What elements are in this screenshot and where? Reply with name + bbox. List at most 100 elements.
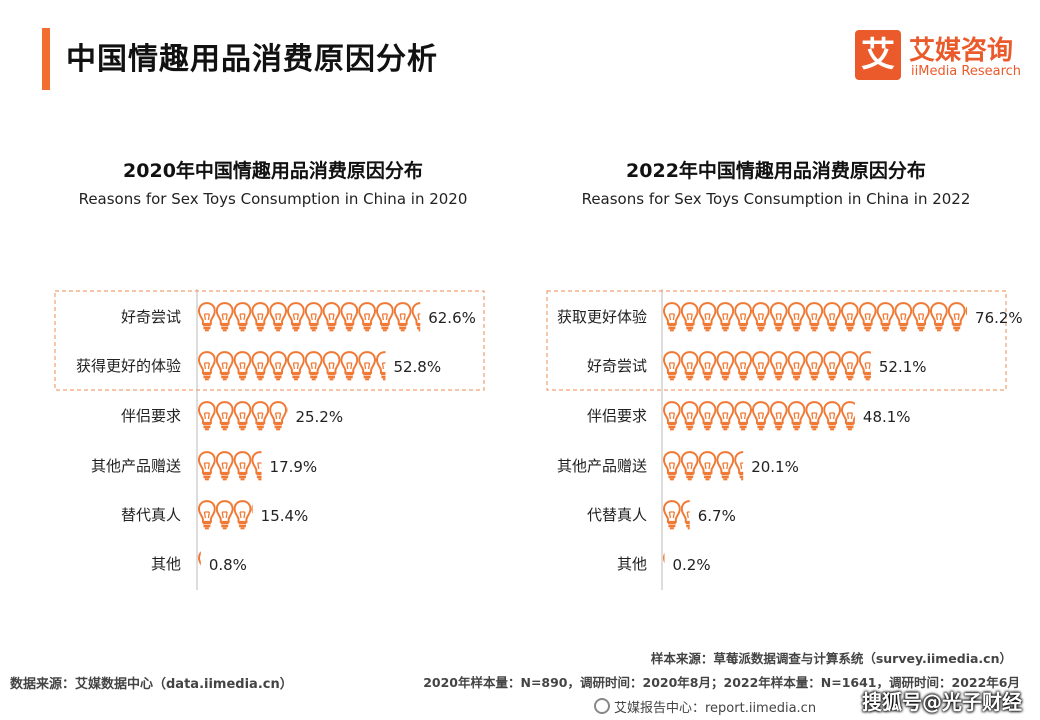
bulb-icon — [376, 351, 386, 381]
chart-2020: 好奇尝试 62.6% 获得更好的体验 52.8% 伴侣要求 25.2% 其他产品赠送 17.9… — [54, 289, 485, 590]
footer-report-text: 艾媒报告中心：report.iimedia.cn — [614, 701, 817, 716]
bar-3 — [198, 451, 262, 481]
bulb-icon — [680, 401, 699, 431]
category-label: 好奇尝试 — [587, 357, 647, 375]
category-label: 其他产品赠送 — [557, 457, 647, 475]
footer-report-center[interactable]: 艾媒报告中心：report.iimedia.cn — [594, 697, 816, 716]
value-label: 52.8% — [393, 358, 441, 376]
bulb-icon — [233, 451, 252, 481]
value-label: 25.2% — [295, 408, 343, 426]
chart-2020-title: 2020年中国情趣用品消费原因分布 — [123, 160, 423, 182]
bulb-icon — [358, 302, 376, 332]
bulb-icon — [680, 451, 699, 481]
bulb-icon — [734, 451, 744, 481]
bar-2 — [663, 401, 855, 431]
bulb-icon — [340, 302, 359, 332]
bulb-icon — [734, 302, 752, 332]
bulb-icon — [858, 351, 871, 381]
bulb-icon — [823, 351, 841, 381]
bulb-icon — [376, 302, 394, 332]
bulb-icon — [287, 351, 305, 381]
bulb-icon — [947, 302, 966, 332]
chart-2022-title: 2022年中国情趣用品消费原因分布 — [626, 160, 926, 182]
bulb-icon — [680, 351, 699, 381]
category-label: 其他 — [617, 555, 647, 573]
bulb-icon — [752, 351, 770, 381]
bar-1 — [663, 351, 871, 381]
category-label: 伴侣要求 — [587, 407, 647, 425]
bulb-icon — [805, 401, 824, 431]
iimedia-logo: 艾 艾媒咨询 iiMedia Research — [855, 30, 1025, 84]
bulb-icon — [894, 302, 913, 332]
logo-cn-text: 艾媒咨询 — [909, 36, 1014, 66]
chart-2022-subtitle: Reasons for Sex Toys Consumption in Chin… — [581, 190, 971, 208]
bulb-icon — [734, 351, 752, 381]
chart-2020-subtitle: Reasons for Sex Toys Consumption in Chin… — [78, 190, 468, 208]
highlight-box — [546, 290, 1007, 391]
bar-4 — [663, 500, 690, 530]
value-label: 52.1% — [879, 358, 927, 376]
category-label: 其他产品赠送 — [91, 457, 181, 475]
bulb-icon — [393, 302, 412, 332]
bulb-icon — [215, 451, 234, 481]
bulb-icon — [769, 302, 788, 332]
footer-sample-source: 样本来源：草莓派数据调查与计算系统（survey.iimedia.cn） — [650, 651, 1012, 666]
bulb-icon — [251, 401, 270, 431]
bulb-icon — [233, 351, 252, 381]
bulb-icon — [233, 401, 252, 431]
bulb-icon — [198, 302, 216, 332]
bar-2 — [198, 401, 288, 431]
bulb-icon — [734, 401, 752, 431]
bulb-icon — [769, 401, 788, 431]
watermark: 搜狐号@光子财经 — [862, 690, 1022, 714]
bulb-icon — [215, 500, 234, 530]
bulb-icon — [304, 351, 323, 381]
bulb-icon — [304, 302, 323, 332]
bulb-icon — [322, 351, 341, 381]
title-accent-bar — [42, 28, 50, 90]
value-label: 76.2% — [975, 309, 1023, 327]
bulb-icon — [716, 451, 735, 481]
bulb-icon — [251, 451, 262, 481]
footer-sample-size: 2020年样本量：N=890，调研时间：2020年8月；2022年样本量：N=1… — [423, 675, 1020, 690]
logo-en-text: iiMedia Research — [911, 64, 1022, 79]
bulb-icon — [716, 401, 735, 431]
bar-3 — [663, 451, 744, 481]
bulb-icon — [411, 302, 421, 332]
category-label: 获取更好体验 — [557, 308, 647, 326]
bulb-icon — [269, 302, 287, 332]
bar-0 — [198, 302, 421, 332]
category-label: 获得更好的体验 — [76, 357, 181, 375]
value-label: 20.1% — [751, 458, 799, 476]
value-label: 6.7% — [698, 507, 736, 525]
bar-4 — [198, 500, 253, 530]
bulb-icon — [233, 500, 252, 530]
bulb-icon — [198, 401, 216, 431]
bulb-icon — [805, 302, 824, 332]
bulb-icon — [841, 351, 859, 381]
bulb-icon — [841, 401, 855, 431]
bulb-icon — [858, 302, 877, 332]
bulb-icon — [215, 401, 234, 431]
bulb-icon — [823, 401, 841, 431]
category-label: 好奇尝试 — [121, 308, 181, 326]
bulb-icon — [698, 401, 717, 431]
footer-data-source: 数据来源：艾媒数据中心（data.iimedia.cn） — [10, 677, 293, 692]
bar-0 — [663, 302, 968, 332]
bulb-icon — [287, 302, 305, 332]
bulb-icon — [752, 302, 770, 332]
bulb-icon — [269, 401, 287, 431]
value-label: 62.6% — [428, 309, 476, 327]
bulb-icon — [198, 351, 216, 381]
bulb-icon — [841, 302, 859, 332]
globe-icon — [594, 698, 610, 714]
bulb-icon — [215, 351, 234, 381]
value-label: 48.1% — [863, 408, 911, 426]
value-label: 0.2% — [673, 556, 711, 574]
bulb-icon — [787, 302, 806, 332]
bulb-icon — [198, 500, 216, 530]
highlight-box — [54, 290, 485, 391]
bulb-icon — [663, 302, 681, 332]
bulb-icon — [269, 351, 287, 381]
